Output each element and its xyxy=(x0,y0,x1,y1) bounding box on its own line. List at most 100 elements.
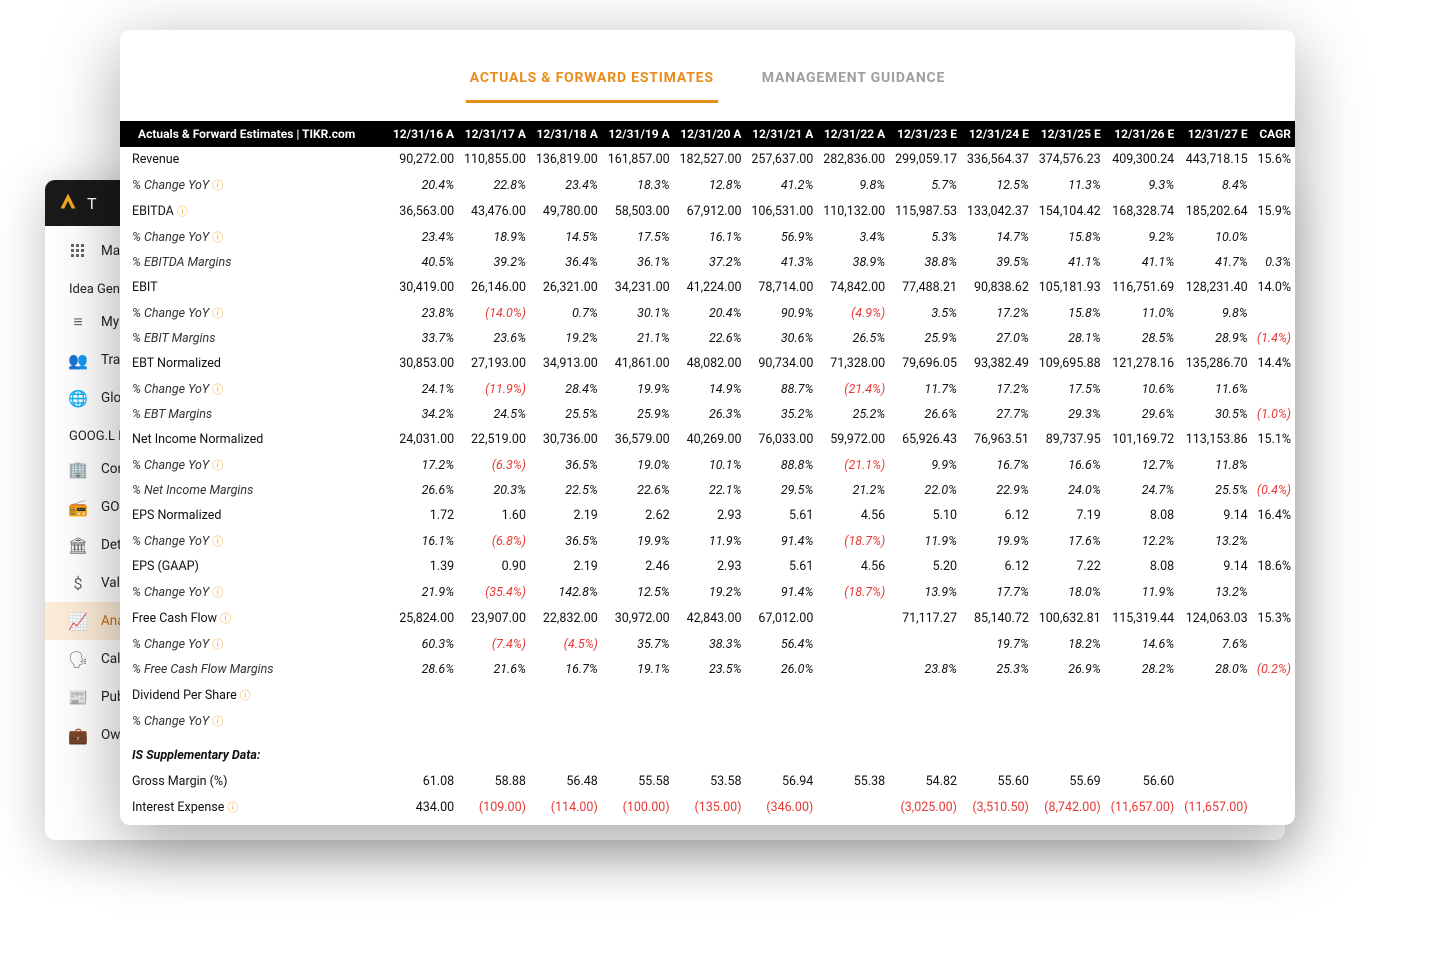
cell-value: 7.22 xyxy=(1033,554,1105,579)
sidebar-item-icon: 📻 xyxy=(69,498,87,516)
tab-actuals-estimates[interactable]: ACTUALS & FORWARD ESTIMATES xyxy=(466,60,718,103)
sidebar-item-icon: 🏢 xyxy=(69,460,87,478)
row-label: % Change YoYⓘ xyxy=(120,452,387,478)
cell-value: 9.8% xyxy=(817,172,889,198)
cell-value: 76,963.51 xyxy=(961,427,1033,452)
cell-value: 30.1% xyxy=(602,300,674,326)
cell-value: 128,231.40 xyxy=(1178,275,1251,300)
cell-value: 6.12 xyxy=(961,503,1033,528)
info-icon[interactable]: ⓘ xyxy=(212,638,223,651)
info-icon[interactable]: ⓘ xyxy=(212,715,223,728)
cell-value xyxy=(1178,734,1251,769)
info-icon[interactable]: ⓘ xyxy=(220,612,231,625)
info-icon[interactable]: ⓘ xyxy=(212,586,223,599)
info-icon[interactable]: ⓘ xyxy=(212,307,223,320)
cell-value: (109.00) xyxy=(458,794,530,820)
cell-value: 90.9% xyxy=(746,300,818,326)
cell-value: 7.19 xyxy=(1033,503,1105,528)
cell-value: 2.62 xyxy=(602,503,674,528)
cell-value: 21.1% xyxy=(602,326,674,351)
info-icon[interactable]: ⓘ xyxy=(177,205,188,218)
cell-value: 4.56 xyxy=(817,503,889,528)
cell-value: 22.9% xyxy=(961,478,1033,503)
cell-value: 28.6% xyxy=(387,657,458,682)
cell-value: 34,913.00 xyxy=(530,351,602,376)
sidebar-item-icon: 🏛 xyxy=(69,536,87,554)
cell-value xyxy=(1178,708,1251,734)
table-row: EBITDAⓘ36,563.0043,476.0049,780.0058,503… xyxy=(120,198,1295,224)
cell-value: 65,926.43 xyxy=(889,427,961,452)
cell-value xyxy=(1252,769,1295,794)
cell-value xyxy=(530,682,602,708)
cell-value: 34,231.00 xyxy=(602,275,674,300)
cell-value: 19.1% xyxy=(602,657,674,682)
cell-value: 15.1% xyxy=(1252,427,1295,452)
cell-value: 19.0% xyxy=(602,452,674,478)
cell-value: 23.8% xyxy=(889,657,961,682)
cell-value: 12.2% xyxy=(1105,528,1178,554)
cell-value: 27,193.00 xyxy=(458,351,530,376)
cell-value: 19.7% xyxy=(961,631,1033,657)
column-header: 12/31/21 A xyxy=(746,121,818,147)
cell-value: 30.6% xyxy=(746,326,818,351)
table-row: EPS Normalized1.721.602.192.622.935.614.… xyxy=(120,503,1295,528)
cell-value: 2.46 xyxy=(602,554,674,579)
cell-value: 38.8% xyxy=(889,250,961,275)
cell-value: (11,657.00) xyxy=(1178,794,1251,820)
cell-value xyxy=(817,605,889,631)
info-icon[interactable]: ⓘ xyxy=(227,801,238,814)
cell-value: 35.2% xyxy=(746,402,818,427)
cell-value xyxy=(889,734,961,769)
cell-value: 40,269.00 xyxy=(674,427,746,452)
cell-value: 56.94 xyxy=(746,769,818,794)
info-icon[interactable]: ⓘ xyxy=(212,383,223,396)
cell-value xyxy=(746,734,818,769)
cell-value: 110,132.00 xyxy=(817,198,889,224)
cell-value: 5.7% xyxy=(889,172,961,198)
cell-value: 48,082.00 xyxy=(674,351,746,376)
info-icon[interactable]: ⓘ xyxy=(212,459,223,472)
cell-value xyxy=(1178,682,1251,708)
info-icon[interactable]: ⓘ xyxy=(212,231,223,244)
cell-value: 12.5% xyxy=(602,579,674,605)
cell-value: 59,972.00 xyxy=(817,427,889,452)
table-row: Net Income Normalized24,031.0022,519.003… xyxy=(120,427,1295,452)
cell-value: 38.3% xyxy=(674,631,746,657)
cell-value: 105,181.93 xyxy=(1033,275,1105,300)
cell-value: 36.1% xyxy=(602,250,674,275)
cell-value: 14.0% xyxy=(1252,275,1295,300)
cell-value: 26.3% xyxy=(674,402,746,427)
cell-value xyxy=(746,682,818,708)
estimates-panel: ACTUALS & FORWARD ESTIMATES MANAGEMENT G… xyxy=(120,30,1295,825)
cell-value: 14.6% xyxy=(1105,631,1178,657)
info-icon[interactable]: ⓘ xyxy=(240,689,251,702)
row-label: EBITDAⓘ xyxy=(120,198,387,224)
cell-value: 36.5% xyxy=(530,452,602,478)
cell-value: 23.5% xyxy=(674,657,746,682)
cell-value: 38.9% xyxy=(817,250,889,275)
cell-value: 15.8% xyxy=(1033,300,1105,326)
cell-value: 18.0% xyxy=(1033,579,1105,605)
cell-value: 5.61 xyxy=(746,554,818,579)
tab-management-guidance[interactable]: MANAGEMENT GUIDANCE xyxy=(758,60,949,103)
cell-value: 9.3% xyxy=(1105,172,1178,198)
cell-value: 25.2% xyxy=(817,402,889,427)
cell-value: 11.9% xyxy=(889,528,961,554)
cell-value: 49,780.00 xyxy=(530,198,602,224)
cell-value xyxy=(1252,579,1295,605)
cell-value xyxy=(1105,708,1178,734)
cell-value: 24,031.00 xyxy=(387,427,458,452)
cell-value: 2.93 xyxy=(674,554,746,579)
info-icon[interactable]: ⓘ xyxy=(212,179,223,192)
cell-value: 3.4% xyxy=(817,224,889,250)
info-icon[interactable]: ⓘ xyxy=(212,535,223,548)
cell-value: 17.5% xyxy=(602,224,674,250)
row-label: % Change YoYⓘ xyxy=(120,224,387,250)
cell-value: 88.8% xyxy=(746,452,818,478)
cell-value: 13.2% xyxy=(1178,528,1251,554)
cell-value: (11.9%) xyxy=(458,376,530,402)
table-row: % Change YoYⓘ23.8%(14.0%)0.7%30.1%20.4%9… xyxy=(120,300,1295,326)
cell-value xyxy=(387,734,458,769)
cell-value: 28.4% xyxy=(530,376,602,402)
cell-value: 33.7% xyxy=(387,326,458,351)
